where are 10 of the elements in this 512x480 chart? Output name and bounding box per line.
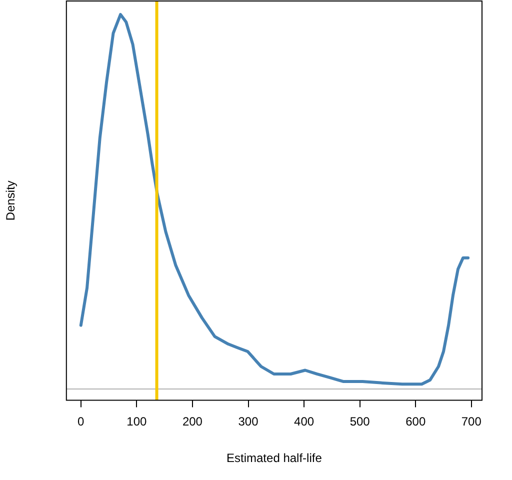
x-axis-title: Estimated half-life [226, 451, 322, 466]
x-tick-label: 400 [294, 414, 314, 429]
x-tick-label: 600 [406, 414, 426, 429]
x-tick-label: 100 [126, 414, 148, 429]
x-tick-label: 500 [350, 414, 370, 429]
x-tick-label: 200 [182, 414, 203, 429]
x-tick-label: 0 [78, 414, 85, 429]
x-tick-label: 700 [461, 414, 482, 429]
y-axis-title: Density [4, 180, 18, 221]
x-tick-label: 300 [238, 414, 259, 429]
